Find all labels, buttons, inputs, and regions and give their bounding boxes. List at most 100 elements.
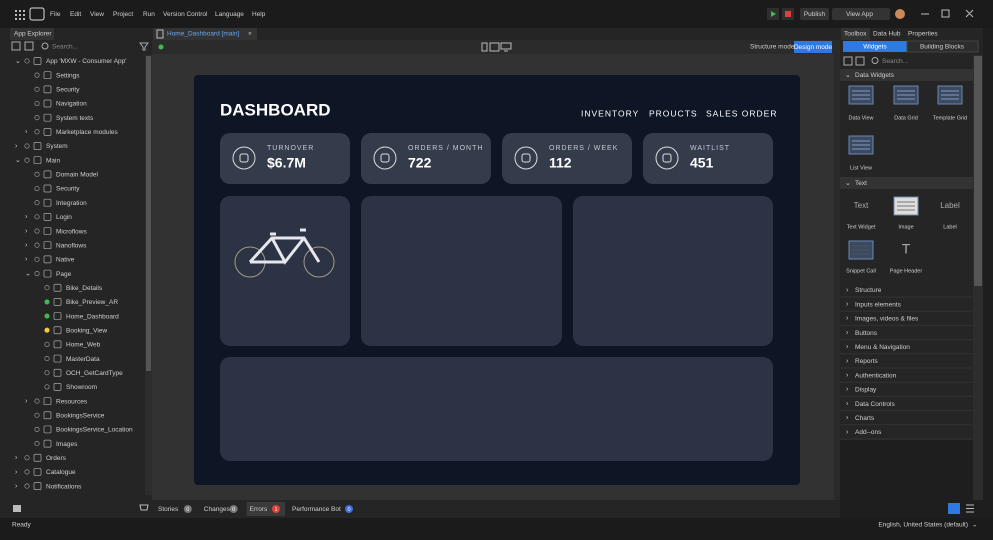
status-tab[interactable]: Changes — [204, 506, 231, 513]
section-title[interactable]: Inputs elements — [855, 301, 902, 308]
tree-item[interactable]: Marketplace modules — [56, 129, 119, 136]
tile-label[interactable]: Label — [943, 224, 956, 230]
view-app-button[interactable] — [832, 8, 890, 20]
section-title[interactable]: Reports — [855, 358, 879, 365]
expander[interactable]: › — [25, 398, 28, 405]
toolbox-tab[interactable]: Properties — [908, 31, 938, 38]
tree-item[interactable]: App 'MXW - Consumer App' — [46, 58, 127, 65]
tree-item[interactable]: Page — [56, 271, 72, 278]
tree-item[interactable]: Catalogue — [46, 469, 76, 476]
tile-label[interactable]: Template Grid — [933, 115, 967, 121]
expander[interactable]: › — [25, 129, 28, 136]
tree-item[interactable]: Domain Model — [56, 172, 98, 179]
group-title[interactable]: Data Widgets — [855, 72, 895, 79]
scroll-thumb[interactable] — [146, 56, 151, 371]
status-tab[interactable]: Performance Bot — [292, 506, 341, 513]
close-tab[interactable]: × — [248, 31, 252, 38]
tree-item[interactable]: System texts — [56, 115, 94, 122]
tree-item[interactable]: Security — [56, 186, 80, 193]
toolbox-tab[interactable]: Toolbox — [844, 31, 867, 38]
nav-link[interactable]: PROUCTS — [649, 108, 698, 118]
structure-mode[interactable]: Structure mode — [750, 44, 795, 51]
tree-item[interactable]: Integration — [56, 200, 87, 207]
tree-item[interactable]: Bike_Details — [66, 285, 103, 292]
preview-eye[interactable] — [158, 44, 164, 50]
menu-item[interactable]: Project — [113, 11, 133, 18]
status-tab[interactable]: Stories — [158, 506, 179, 513]
section-title[interactable]: Buttons — [855, 330, 878, 337]
tree-item[interactable]: Login — [56, 214, 72, 221]
nav-link[interactable]: INVENTORY — [581, 108, 639, 118]
collapse-icon[interactable] — [11, 41, 21, 51]
avatar[interactable] — [895, 9, 905, 19]
device-icons[interactable] — [481, 42, 512, 52]
section-title[interactable]: Data Controls — [855, 401, 895, 408]
widgets-tab[interactable] — [843, 41, 907, 52]
tree-item[interactable]: BookingsService — [56, 412, 105, 419]
collapse-icon[interactable] — [843, 56, 853, 66]
grid-view[interactable] — [948, 503, 960, 514]
expander[interactable]: › — [15, 483, 18, 490]
menu-item[interactable]: Help — [252, 11, 266, 18]
tree-item[interactable]: MasterData — [66, 356, 100, 363]
expander[interactable]: › — [25, 242, 28, 249]
expander[interactable]: ⌄ — [25, 270, 31, 277]
toolbox-scroll-thumb[interactable] — [974, 56, 982, 286]
design-mode-button[interactable] — [794, 41, 832, 53]
tree-item[interactable]: Notifications — [46, 483, 82, 490]
section-title[interactable]: Display — [855, 387, 877, 394]
toolbox-tab[interactable]: Data Hub — [873, 31, 901, 38]
tree-item[interactable]: Resources — [56, 398, 88, 405]
menu-item[interactable]: View — [90, 11, 104, 18]
menu-item[interactable]: Version Control — [163, 11, 208, 18]
tree-item[interactable]: Security — [56, 87, 80, 94]
expand-icon[interactable] — [24, 41, 34, 51]
group-title[interactable]: Text — [855, 180, 867, 187]
section-title[interactable]: Menu & Navigation — [855, 344, 910, 351]
tile-label[interactable]: Data Grid — [894, 115, 918, 121]
expander[interactable]: ⌄ — [15, 157, 21, 164]
tree-item[interactable]: Native — [56, 257, 75, 264]
tile-label[interactable]: Snippet Call — [846, 268, 876, 274]
tree-item[interactable]: Main — [46, 157, 60, 164]
menu-item[interactable]: Language — [215, 11, 244, 18]
status-tab[interactable]: Errors — [250, 506, 268, 513]
tree-item[interactable]: OCH_GetCardType — [66, 370, 123, 377]
tree-item[interactable]: Home_Dashboard — [66, 313, 119, 320]
section-title[interactable]: Add--ons — [855, 429, 882, 436]
editor-tab[interactable] — [153, 28, 257, 40]
expander[interactable]: ⌄ — [15, 58, 21, 65]
section-title[interactable]: Images, videos & files — [855, 316, 919, 323]
explorer-search[interactable]: Search... — [52, 44, 78, 51]
section-title[interactable]: Charts — [855, 415, 875, 422]
list-view[interactable] — [966, 504, 974, 513]
tree-item[interactable]: Images — [56, 441, 78, 448]
tile-label[interactable]: Image — [898, 224, 913, 230]
explorer-tab[interactable] — [10, 28, 54, 40]
section-title[interactable]: Structure — [855, 287, 882, 294]
expander[interactable]: › — [25, 228, 28, 235]
expander[interactable]: › — [15, 469, 18, 476]
nav-link[interactable]: SALES ORDER — [706, 108, 777, 118]
menu-item[interactable]: Edit — [70, 11, 81, 18]
expand-icon[interactable] — [855, 56, 865, 66]
expander[interactable]: › — [25, 214, 28, 221]
section-title[interactable]: Authentication — [855, 372, 897, 379]
tree-item[interactable]: Settings — [56, 72, 80, 79]
publish-button[interactable] — [800, 8, 829, 20]
building-blocks-tab[interactable] — [906, 40, 979, 53]
tree-item[interactable]: Bike_Preview_AR — [66, 299, 118, 306]
menu-item[interactable]: File — [50, 11, 61, 18]
tile-label[interactable]: Page Header — [890, 268, 923, 274]
tree-item[interactable]: Nanoflows — [56, 242, 87, 249]
tree-item[interactable]: Booking_View — [66, 327, 107, 334]
tree-item[interactable]: BookingsService_Location — [56, 427, 133, 434]
tree-item[interactable]: Home_Web — [66, 342, 101, 349]
menu-item[interactable]: Run — [143, 11, 155, 18]
tree-item[interactable]: Showroom — [66, 384, 97, 391]
window-controls[interactable] — [921, 9, 974, 18]
tile-label[interactable]: List View — [850, 165, 872, 171]
expander[interactable]: › — [25, 256, 28, 263]
toolbox-search[interactable]: Search... — [882, 58, 908, 65]
expander[interactable]: › — [15, 455, 18, 462]
